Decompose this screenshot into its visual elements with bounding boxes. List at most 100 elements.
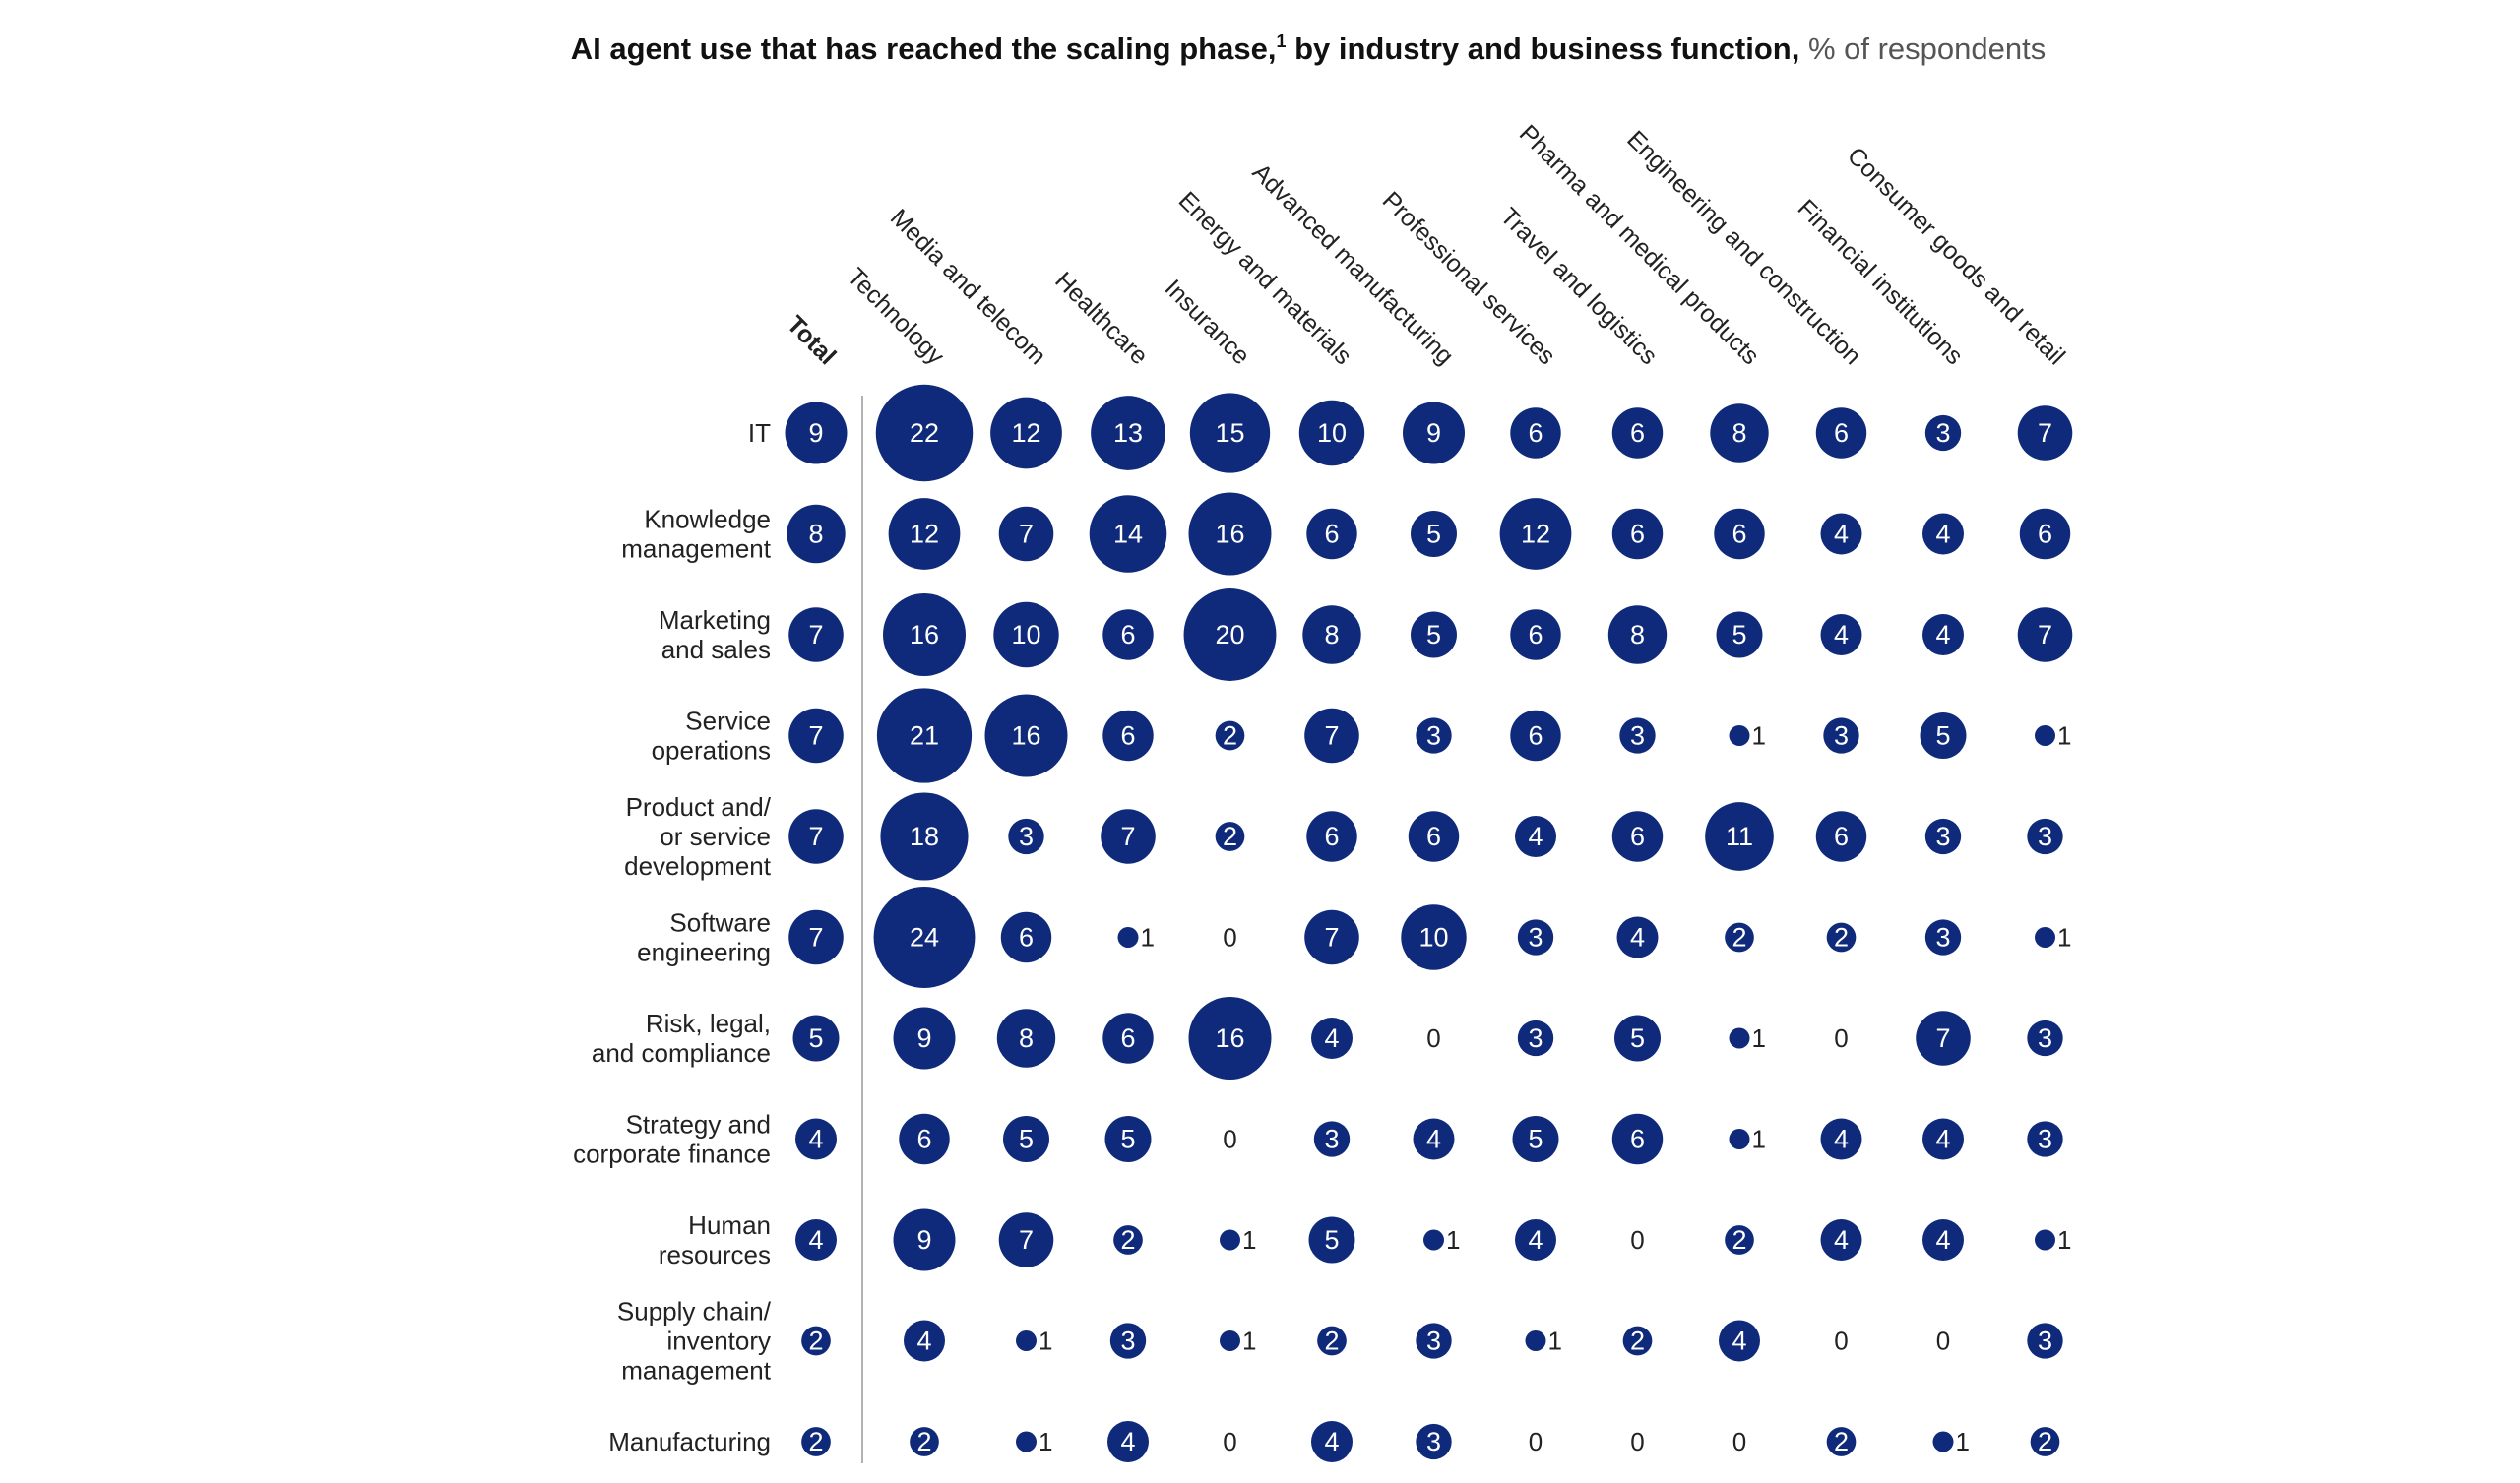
bubble-software-engineering-energy-and-materials: 7 [1304, 909, 1359, 965]
bubble-value: 2 [808, 1427, 823, 1456]
bubble-value: 1 [2057, 923, 2071, 953]
bubble-circle [1815, 811, 1867, 862]
bubble-strategy-and-corporate-finance-technology: 6 [899, 1113, 950, 1165]
bubble-value: 5 [1528, 1125, 1543, 1154]
row-label-strategy-and-corporate-finance: Strategy and corporate finance [573, 1110, 771, 1169]
bubble-it-pharma-and-medical-products: 8 [1710, 403, 1769, 463]
bubble-circle [1820, 513, 1862, 555]
bubble-circle [1298, 400, 1365, 466]
bubble-risk-legal-and-compliance-healthcare: 6 [1102, 1013, 1154, 1064]
bubble-risk-legal-and-compliance-travel-and-logistics: 5 [1614, 1015, 1661, 1062]
bubble-value: 6 [1528, 418, 1543, 448]
bubble-value: 7 [808, 923, 823, 953]
bubble-marketing-and-sales-consumer-goods-and-retail: 7 [2017, 607, 2073, 662]
bubble-circle [1220, 1229, 1240, 1251]
bubble-marketing-and-sales-total: 7 [788, 607, 844, 662]
title-main: AI agent use that has reached the scalin… [571, 31, 1277, 66]
bubble-strategy-and-corporate-finance-engineering-and-construction: 4 [1820, 1118, 1862, 1160]
bubble-software-engineering-consumer-goods-and-retail: 1 [2035, 923, 2071, 953]
bubble-value: 7 [808, 620, 823, 649]
bubble-strategy-and-corporate-finance-consumer-goods-and-retail: 3 [2027, 1121, 2063, 1157]
row-labels: IT Knowledge management Marketing and sales S… [573, 418, 772, 1456]
bubble-value: 3 [2038, 1125, 2052, 1154]
bubble-product-and-or-service-development-insurance: 2 [1215, 822, 1245, 851]
bubble-value: 6 [1120, 620, 1135, 649]
bubble-circle [2035, 725, 2055, 746]
bubble-value: 1 [1752, 1125, 1766, 1154]
bubble-it-engineering-and-construction: 6 [1815, 407, 1867, 459]
title-unit: % of respondents [1799, 31, 2046, 66]
bubble-value: 20 [1215, 620, 1244, 649]
bubble-software-engineering-travel-and-logistics: 4 [1616, 916, 1659, 958]
bubble-circle [1008, 818, 1044, 855]
bubble-circle [785, 402, 848, 464]
bubble-value: 7 [1019, 520, 1034, 549]
bubble-circle [2030, 1427, 2060, 1456]
bubble-value: 3 [1019, 822, 1034, 851]
bubble-it-healthcare: 13 [1091, 396, 1166, 470]
bubble-value: 6 [1630, 520, 1645, 549]
bubble-value: 16 [1215, 1023, 1244, 1053]
bubble-circle [1710, 403, 1769, 463]
bubble-value: 1 [1548, 1327, 1562, 1356]
bubble-knowledge-management-insurance: 16 [1188, 492, 1272, 576]
bubble-strategy-and-corporate-finance-advanced-manufacturing: 4 [1413, 1118, 1455, 1160]
bubble-value: 2 [1834, 923, 1849, 953]
bubble-knowledge-management-travel-and-logistics: 6 [1611, 508, 1664, 560]
bubble-value: 4 [1834, 520, 1849, 549]
bubbles: 9 22 12 13 15 10 9 6 6 8 6 3 78 12 7 14 16 6 5 12 6 6 4 4 67 16 10… [785, 384, 2073, 1462]
bubble-value: 8 [1324, 620, 1339, 649]
bubble-strategy-and-corporate-finance-insurance: 0 [1223, 1125, 1236, 1154]
bubble-value: 21 [910, 721, 939, 751]
bubble-value: 10 [1011, 620, 1040, 649]
bubble-circle [993, 601, 1059, 668]
bubble-service-operations-healthcare: 6 [1102, 710, 1154, 762]
bubble-circle [1499, 498, 1572, 570]
bubble-manufacturing-travel-and-logistics: 0 [1630, 1427, 1644, 1456]
bubble-circle [1705, 802, 1774, 871]
bubble-service-operations-energy-and-materials: 7 [1304, 708, 1359, 764]
bubble-value: 4 [1935, 620, 1950, 649]
bubble-marketing-and-sales-financial-institutions: 4 [1922, 614, 1964, 655]
bubble-circle [1401, 904, 1467, 970]
row-label-service-operations: Service operations [652, 707, 771, 766]
bubble-circle [1104, 1116, 1152, 1162]
bubble-circle [2019, 508, 2071, 560]
bubble-manufacturing-media-and-telecom: 1 [1016, 1427, 1052, 1456]
bubble-product-and-or-service-development-professional-services: 4 [1515, 816, 1556, 857]
bubble-circle [2017, 405, 2073, 461]
bubble-supply-chain-inventory-management-financial-institutions: 0 [1936, 1327, 1950, 1356]
bubble-value: 5 [1426, 520, 1441, 549]
bubble-circle [788, 708, 844, 764]
bubble-circle [788, 809, 844, 864]
bubble-software-engineering-professional-services: 3 [1517, 919, 1554, 956]
bubble-circle [788, 607, 844, 662]
bubble-value: 0 [1834, 1023, 1848, 1053]
bubble-supply-chain-inventory-management-pharma-and-medical-products: 4 [1719, 1320, 1760, 1362]
column-header-insurance: Insurance [1160, 275, 1255, 370]
bubble-circle [1515, 816, 1556, 857]
bubble-circle [2035, 927, 2055, 948]
bubble-marketing-and-sales-media-and-telecom: 10 [993, 601, 1059, 668]
bubble-value: 3 [1120, 1327, 1135, 1356]
bubble-service-operations-professional-services: 6 [1510, 710, 1561, 762]
bubble-value: 16 [910, 620, 939, 649]
bubble-manufacturing-healthcare: 4 [1107, 1421, 1149, 1462]
bubble-product-and-or-service-development-advanced-manufacturing: 6 [1408, 811, 1460, 862]
bubble-supply-chain-inventory-management-energy-and-materials: 2 [1317, 1327, 1347, 1356]
bubble-service-operations-consumer-goods-and-retail: 1 [2035, 721, 2071, 751]
bubble-product-and-or-service-development-healthcare: 7 [1101, 809, 1156, 864]
bubble-software-engineering-technology: 24 [873, 887, 976, 988]
bubble-circle [1611, 407, 1664, 459]
bubble-circle [2027, 1121, 2063, 1157]
bubble-value: 10 [1418, 923, 1448, 953]
bubble-value: 8 [1019, 1023, 1034, 1053]
bubble-value: 0 [1223, 1125, 1236, 1154]
bubble-value: 4 [1935, 1225, 1950, 1255]
bubble-risk-legal-and-compliance-total: 5 [792, 1015, 840, 1062]
bubble-human-resources-total: 4 [795, 1219, 837, 1261]
bubble-circle [1416, 717, 1452, 754]
bubble-value: 7 [1120, 822, 1135, 851]
bubble-risk-legal-and-compliance-energy-and-materials: 4 [1311, 1018, 1353, 1059]
bubble-value: 3 [1935, 822, 1950, 851]
